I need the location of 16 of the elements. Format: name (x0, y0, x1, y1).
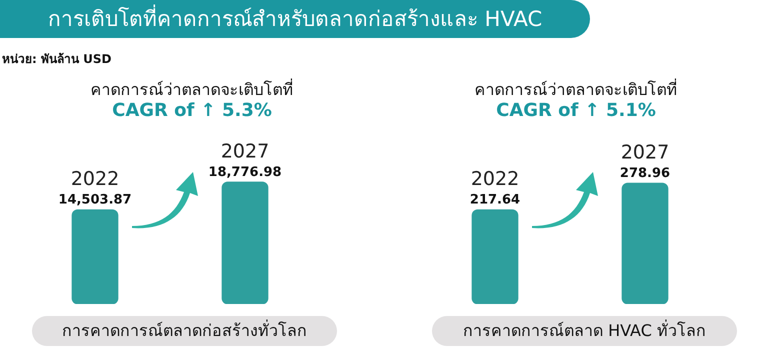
chart-title: คาดการณ์ว่าตลาดจะเติบโตที่ (90, 80, 294, 99)
data-label: 217.64 (470, 192, 520, 208)
chart-subtitle: CAGR of ↑ 5.1% (495, 100, 657, 121)
x-tick-label: 2022 (70, 168, 120, 190)
chart-title: คาดการณ์ว่าตลาดจะเติบโตที่ (474, 80, 678, 99)
chart-subtitle: CAGR of ↑ 5.3% (111, 100, 273, 121)
data-label: 18,776.98 (208, 164, 282, 180)
text: หน่วย: พันล้าน USD (2, 51, 112, 68)
x-tick-label: 2027 (620, 142, 670, 164)
x-tick-label: 2022 (470, 168, 520, 190)
data-label: 14,503.87 (58, 192, 132, 208)
x-tick-label: 2027 (220, 140, 270, 162)
x-axis-title: การคาดการณ์ตลาดก่อสร้างทั่วโลก (32, 316, 337, 346)
data-label: 278.96 (620, 166, 670, 181)
x-axis-title: การคาดการณ์ตลาด HVAC ทั่วโลก (432, 316, 737, 346)
text: การเติบโตที่คาดการณ์สำหรับตลาดก่อสร้างและ HVAC (0, 0, 590, 38)
